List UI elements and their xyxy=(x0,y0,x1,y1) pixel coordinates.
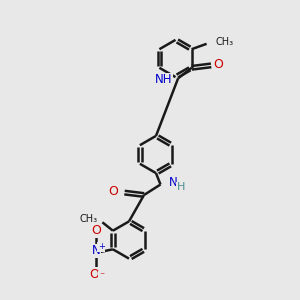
Text: CH₃: CH₃ xyxy=(80,214,98,224)
Text: O: O xyxy=(108,185,118,198)
Text: O: O xyxy=(213,58,223,71)
Text: O: O xyxy=(91,224,101,237)
Text: H: H xyxy=(177,182,185,193)
Text: NH: NH xyxy=(155,73,173,86)
Text: +: + xyxy=(98,242,105,251)
Text: CH₃: CH₃ xyxy=(215,37,233,47)
Text: O: O xyxy=(90,268,100,281)
Text: N: N xyxy=(92,244,100,257)
Text: ⁻: ⁻ xyxy=(99,271,104,281)
Text: N: N xyxy=(169,176,178,190)
